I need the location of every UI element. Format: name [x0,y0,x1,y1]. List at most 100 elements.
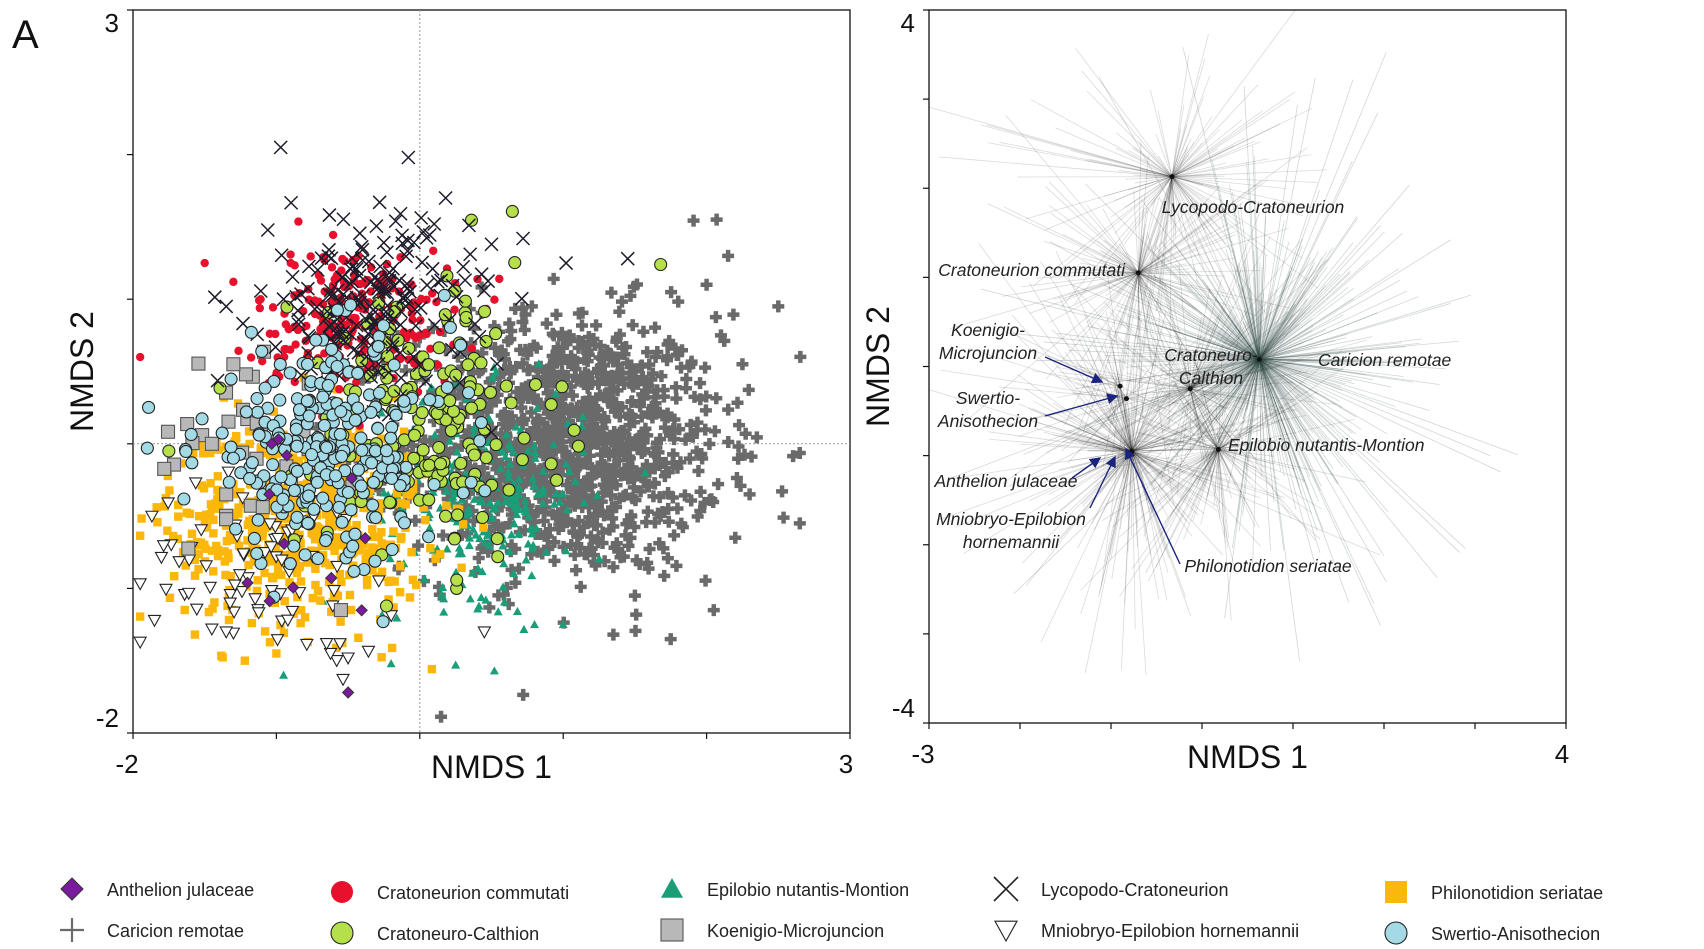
data-point [605,286,618,299]
data-point [322,319,337,334]
spider-line [989,438,1132,452]
data-point [596,526,609,539]
spider-line [1192,265,1260,360]
spider-line [1186,359,1260,412]
spider-line [1258,291,1272,360]
data-point [499,597,509,606]
data-point [550,510,563,523]
spider-line [1220,324,1260,360]
spider-line [1138,272,1181,290]
spider-line [1153,275,1260,360]
data-point [490,295,499,304]
spider-line [1131,368,1180,452]
data-point [479,334,493,348]
spider-line [1259,311,1306,360]
spider-line [986,124,1173,178]
spider-line [1130,378,1133,452]
data-point [458,294,472,308]
spider-line [1217,359,1260,468]
spider-line [1143,176,1173,294]
spider-line [1190,388,1247,400]
spider-line [1174,449,1219,470]
spider-line [1214,296,1260,360]
spider-line [1259,314,1295,360]
spider-line [1131,450,1164,477]
spider-line [1091,414,1133,452]
spider-line [1043,300,1260,360]
spider-line [1176,388,1191,494]
data-point [655,370,668,383]
data-point [327,585,341,598]
spider-line [1171,91,1295,177]
data-point [520,496,530,505]
data-point [611,445,624,458]
data-point [363,275,378,290]
spider-line [1190,388,1336,405]
data-point [464,541,474,550]
spider-line [987,142,1173,178]
spider-line [1259,358,1375,362]
data-point [349,432,358,442]
data-point [620,518,633,531]
spider-line [1131,421,1280,452]
spider-line [1123,176,1173,246]
data-point [209,515,218,525]
data-point [315,311,325,320]
data-point [257,356,267,366]
data-point [489,341,502,354]
spider-line [958,272,1139,428]
spider-line [1200,449,1219,525]
spider-line [1084,434,1132,455]
data-point [310,475,324,489]
spider-line [1076,439,1133,452]
spider-line [1189,388,1230,459]
data-point [438,190,453,206]
spider-line [1218,396,1248,450]
data-point [200,515,210,525]
data-point [185,456,199,470]
data-point [534,359,544,368]
spider-line [1232,359,1260,390]
data-point [510,495,520,504]
spider-line [1126,329,1210,399]
spider-line [1127,416,1133,452]
data-point [573,528,586,541]
data-point [512,606,522,615]
spider-line [1105,260,1133,452]
data-point [433,360,442,370]
spider-line [1064,272,1139,426]
spider-line [1171,154,1312,178]
spider-line [1131,451,1146,522]
data-point [214,490,224,499]
data-point [302,409,316,423]
spider-line [1106,358,1260,363]
data-point [622,539,635,552]
spider-line [1206,449,1219,497]
data-point [570,564,583,577]
spider-line [1252,145,1260,360]
data-point [665,286,678,299]
data-point [209,529,218,538]
spider-line [1138,272,1163,285]
spider-line [1105,449,1219,505]
data-point [290,510,304,524]
data-point [202,523,212,532]
spider-line [1218,449,1252,479]
spider-line [1200,359,1260,394]
data-point [222,475,236,489]
spider-line [1132,176,1173,395]
data-point [523,446,533,455]
data-point [588,519,601,532]
data-point [538,498,548,507]
spider-line [1034,427,1133,452]
spider-line [1171,141,1255,178]
spider-line [1107,355,1260,360]
spider-line [1259,317,1297,360]
data-point [368,444,382,458]
spider-line [1137,272,1141,389]
spider-line [1258,359,1289,463]
data-point [586,435,599,448]
spider-line [1178,319,1260,360]
data-point [654,257,668,272]
spider-line [1218,424,1256,450]
